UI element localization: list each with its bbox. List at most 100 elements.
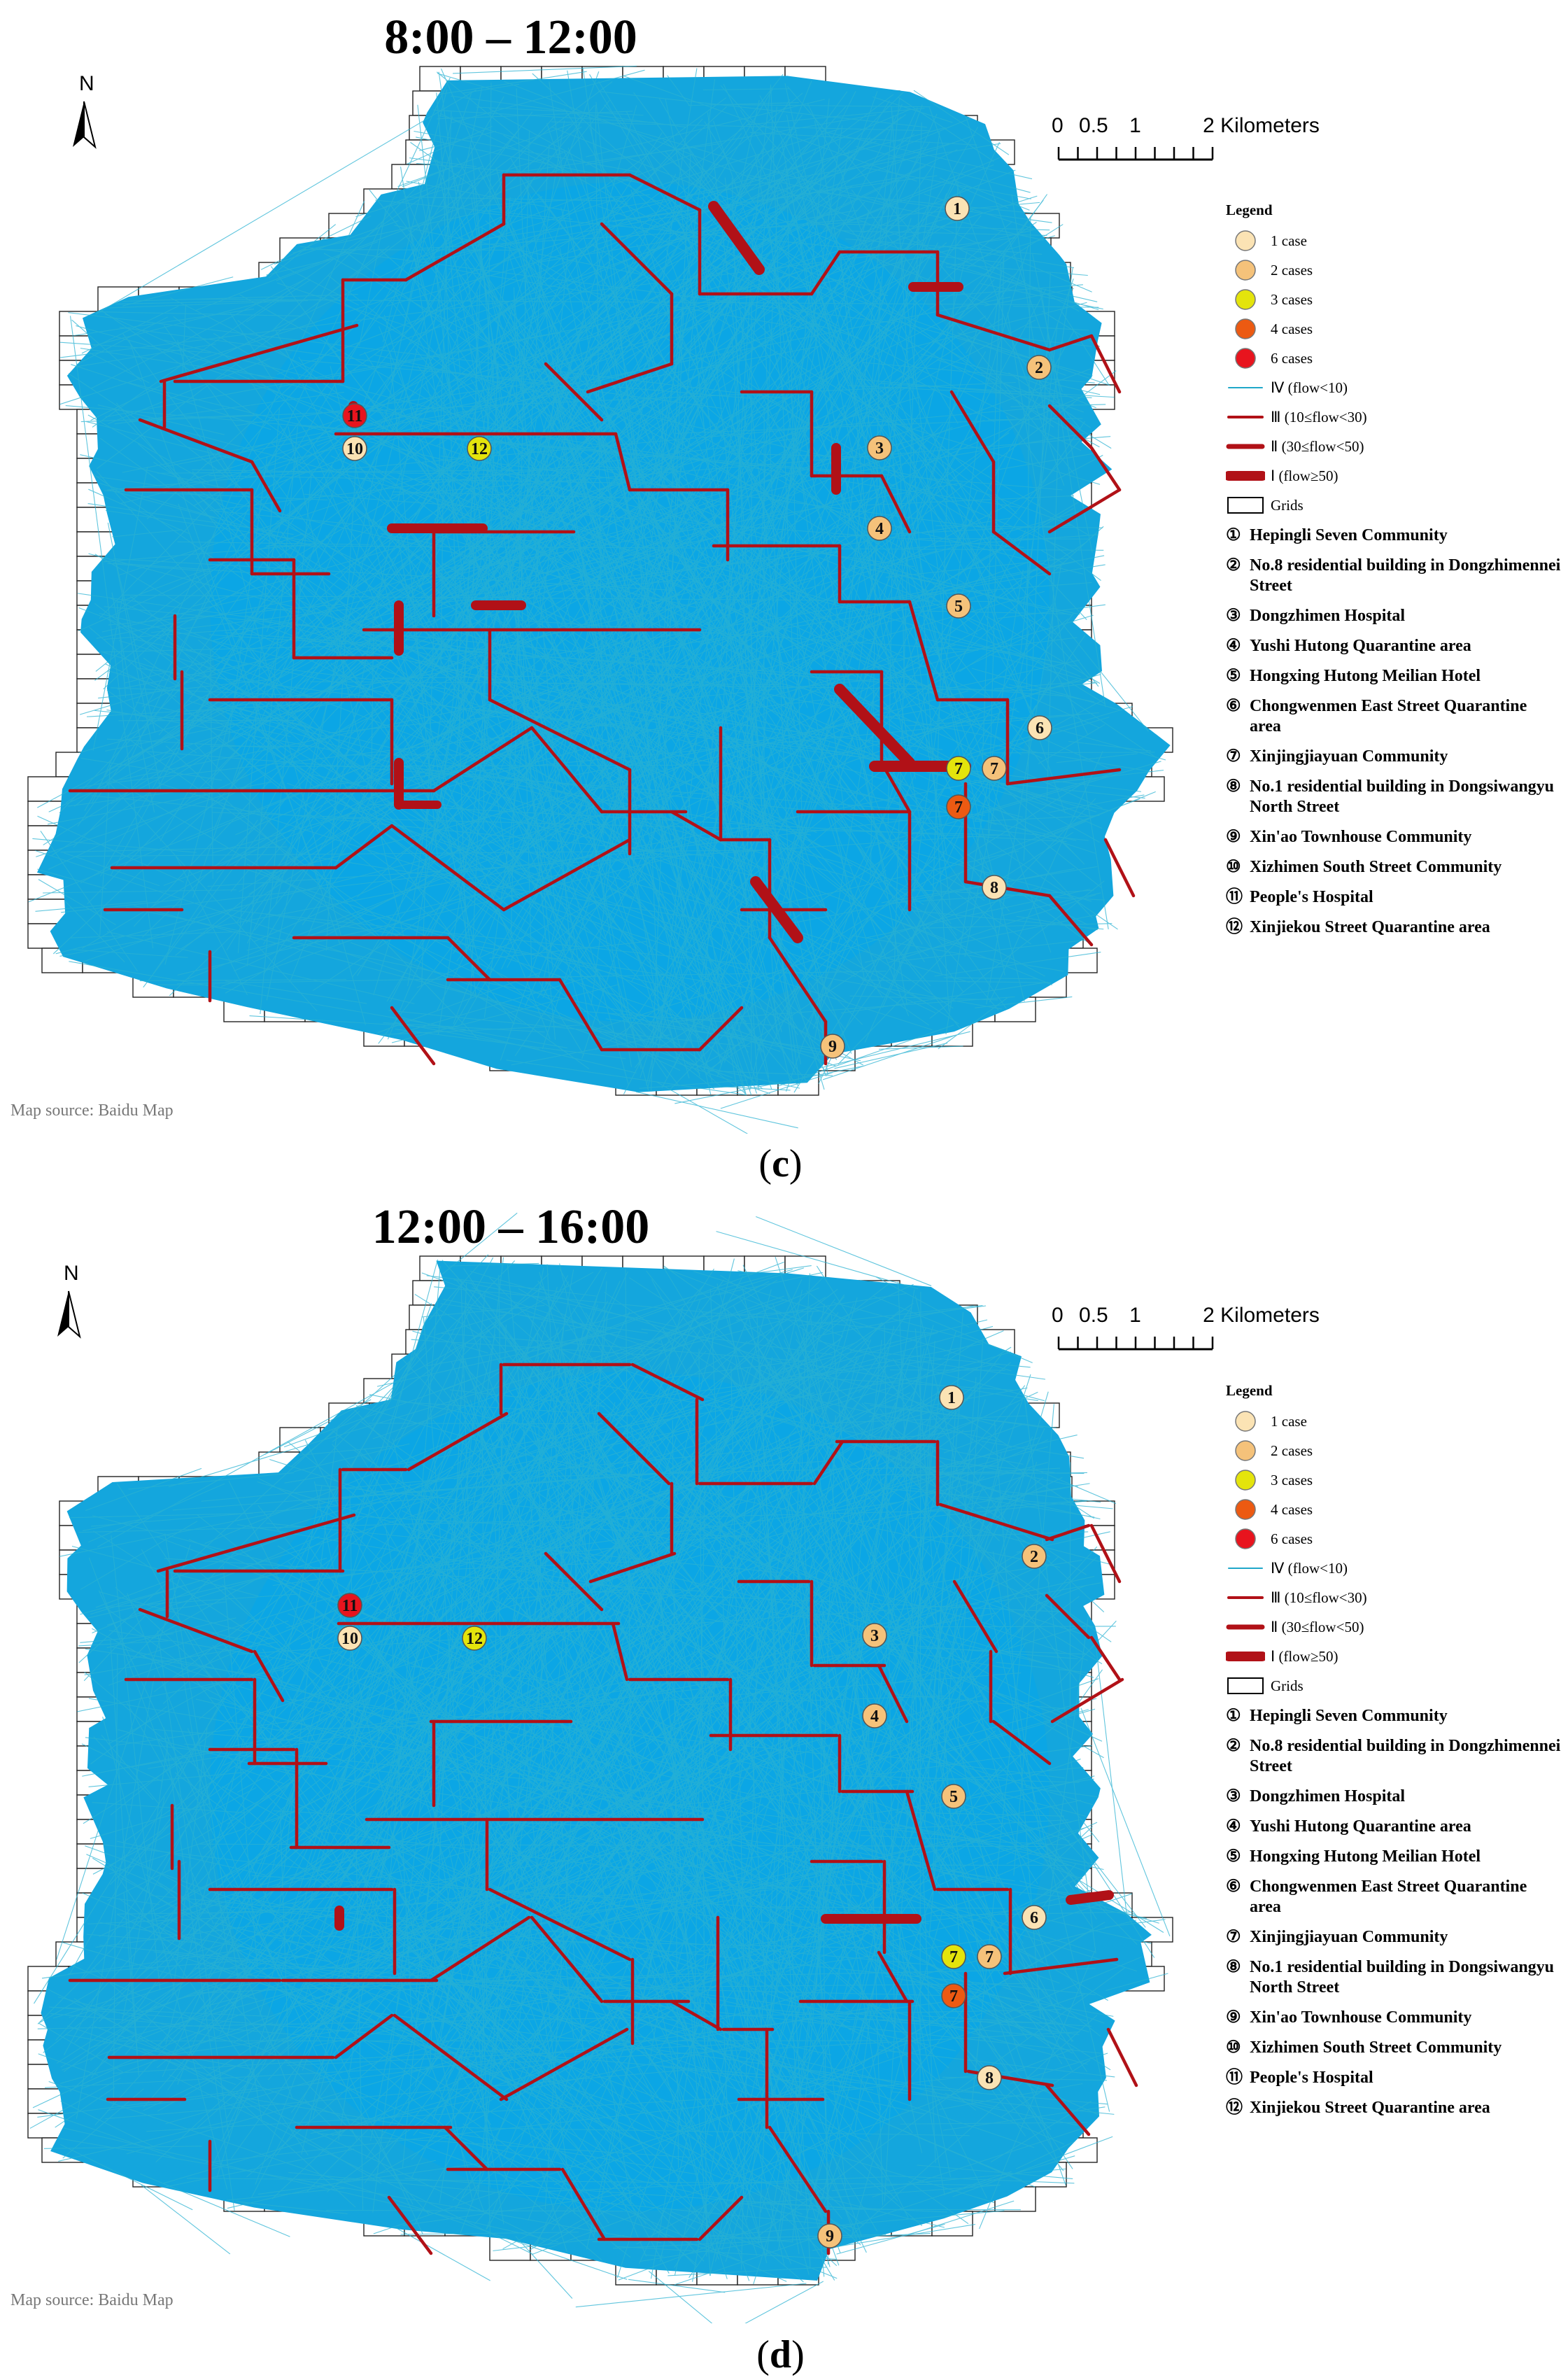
marker-label: 1	[953, 200, 961, 218]
case-marker: 7	[941, 1983, 966, 2008]
legend-symbol	[1226, 1620, 1265, 1634]
case-marker: 9	[817, 2223, 842, 2248]
legend-location-item: ⑨ Xin'ao Townhouse Community	[1226, 2008, 1561, 2028]
legend-label: 4 cases	[1271, 1500, 1313, 1518]
legend-grid-item: Grids	[1226, 491, 1561, 520]
location-number: ②	[1226, 1737, 1241, 1755]
legend-title: Legend	[1226, 202, 1273, 218]
legend-label: Ⅱ (30≤flow<50)	[1271, 437, 1364, 455]
marker-label: 6	[1036, 719, 1044, 738]
legend-location-item: ⑪ People's Hospital	[1226, 2068, 1561, 2088]
case-marker: 3	[862, 1623, 887, 1648]
location-name: No.1 residential building in Dongsiwangy…	[1250, 777, 1555, 816]
flow-lines-level-iii	[68, 173, 1136, 1066]
case-marker: 6	[1027, 715, 1052, 740]
case-marker: 7	[941, 1944, 966, 1969]
legend-label: 3 cases	[1271, 290, 1313, 308]
scale-unit: Kilometers	[1220, 1304, 1320, 1327]
location-name: Xin'ao Townhouse Community	[1250, 2008, 1472, 2027]
location-name: Xinjiekou Street Quarantine area	[1250, 2099, 1490, 2117]
legend-symbol	[1226, 1675, 1265, 1696]
legend-symbol	[1226, 258, 1265, 282]
map-panel-d: 12:00 – 16:00 1 2 3 4 5 6 7 7 7 8 9 10 11 12 N 0 0.5 …	[0, 1190, 1561, 2379]
case-marker: 7	[946, 756, 971, 781]
legend-symbol	[1226, 410, 1265, 424]
legend-label: 1 case	[1271, 232, 1307, 249]
location-number: ②	[1226, 556, 1241, 575]
legend-location-item: ① Hepingli Seven Community	[1226, 526, 1561, 546]
location-number: ⑩	[1226, 2039, 1241, 2057]
legend-symbol	[1226, 1649, 1265, 1663]
location-name: Xinjiekou Street Quarantine area	[1250, 918, 1490, 936]
legend-case-item: 3 cases	[1226, 1465, 1561, 1495]
legend-label: 4 cases	[1271, 320, 1313, 337]
marker-label: 4	[875, 520, 884, 538]
legend-location-item: ⑪ People's Hospital	[1226, 887, 1561, 908]
location-name: Xinjingjiayuan Community	[1250, 747, 1448, 766]
scale-tick: 0.5	[1079, 1304, 1108, 1327]
legend-label: Ⅲ (10≤flow<30)	[1271, 408, 1367, 425]
location-name: Chongwenmen East Street Quarantine area	[1250, 1878, 1527, 1916]
marker-label: 5	[954, 598, 963, 616]
location-name: Xinjingjiayuan Community	[1250, 1928, 1448, 1946]
location-number: ⑦	[1226, 1928, 1241, 1946]
scale-tick: 0	[1052, 1304, 1064, 1327]
legend-location-item: ⑩ Xizhimen South Street Community	[1226, 2038, 1561, 2058]
marker-label: 2	[1030, 1548, 1038, 1566]
panel-label: (d)	[756, 2333, 805, 2377]
legend-location-item: ③ Dongzhimen Hospital	[1226, 606, 1561, 626]
location-number: ⑥	[1226, 697, 1241, 715]
legend-label: Grids	[1271, 496, 1304, 514]
legend-flow-item: Ⅲ (10≤flow<30)	[1226, 402, 1561, 432]
case-marker: 11	[342, 403, 367, 428]
legend-title: Legend	[1226, 1382, 1273, 1399]
location-number: ①	[1226, 1707, 1241, 1725]
scale-bar	[1057, 147, 1214, 161]
location-name: Xizhimen South Street Community	[1250, 858, 1502, 876]
case-marker: 8	[982, 875, 1007, 900]
legend-symbol	[1226, 317, 1265, 341]
location-number: ⑩	[1226, 858, 1241, 876]
location-name: Hepingli Seven Community	[1250, 526, 1448, 544]
legend-location-item: ⑥ Chongwenmen East Street Quarantine area	[1226, 1877, 1561, 1917]
marker-label: 7	[985, 1948, 994, 1966]
marker-label: 7	[954, 760, 963, 778]
map-panel-c: 8:00 – 12:00 1 2 3 4 5 6 7 7 7 8 9 10 11 12 N 0 0.5 1…	[10, 10, 1561, 1185]
legend-symbol	[1226, 439, 1265, 453]
scale-bar-labels: 0 0.5 1 2 Kilometers	[1052, 1304, 1320, 1328]
legend-label: Ⅳ (flow<10)	[1271, 379, 1348, 396]
panel-label: (c)	[758, 1142, 803, 1185]
legend-flow-item: Ⅱ (30≤flow<50)	[1226, 432, 1561, 461]
marker-label: 11	[347, 407, 363, 425]
marker-label: 3	[875, 439, 884, 458]
location-number: ⑧	[1226, 1958, 1241, 1976]
legend-label: 3 cases	[1271, 1471, 1313, 1488]
legend-flow-item: Ⅰ (flow≥50)	[1226, 461, 1561, 491]
flow-lines-level-iv	[28, 65, 1166, 1134]
case-marker: 9	[820, 1034, 845, 1059]
case-marker: 3	[867, 435, 892, 460]
legend-location-item: ⑦ Xinjingjiayuan Community	[1226, 747, 1561, 767]
location-number: ⑥	[1226, 1878, 1241, 1896]
legend-symbol	[1226, 469, 1265, 483]
location-number: ⑧	[1226, 777, 1241, 796]
flow-lines-level-iii	[68, 1362, 1138, 2255]
case-marker: 11	[337, 1593, 362, 1618]
legend-symbol	[1226, 381, 1265, 395]
marker-label: 7	[949, 1948, 958, 1966]
legend: Legend 1 case 2 cases 3 cases 4 cases 6 cases…	[1226, 1382, 1561, 2128]
case-marker: 5	[941, 1784, 966, 1809]
marker-label: 12	[466, 1630, 483, 1648]
legend-case-item: 2 cases	[1226, 255, 1561, 285]
marker-label: 4	[870, 1707, 879, 1726]
legend-symbol	[1226, 1527, 1265, 1551]
marker-label: 9	[826, 2227, 834, 2246]
marker-label: 10	[346, 440, 363, 458]
legend-location-item: ⑨ Xin'ao Townhouse Community	[1226, 827, 1561, 847]
scale-tick: 0.5	[1079, 114, 1108, 137]
location-number: ①	[1226, 526, 1241, 544]
legend-location-item: ① Hepingli Seven Community	[1226, 1706, 1561, 1726]
